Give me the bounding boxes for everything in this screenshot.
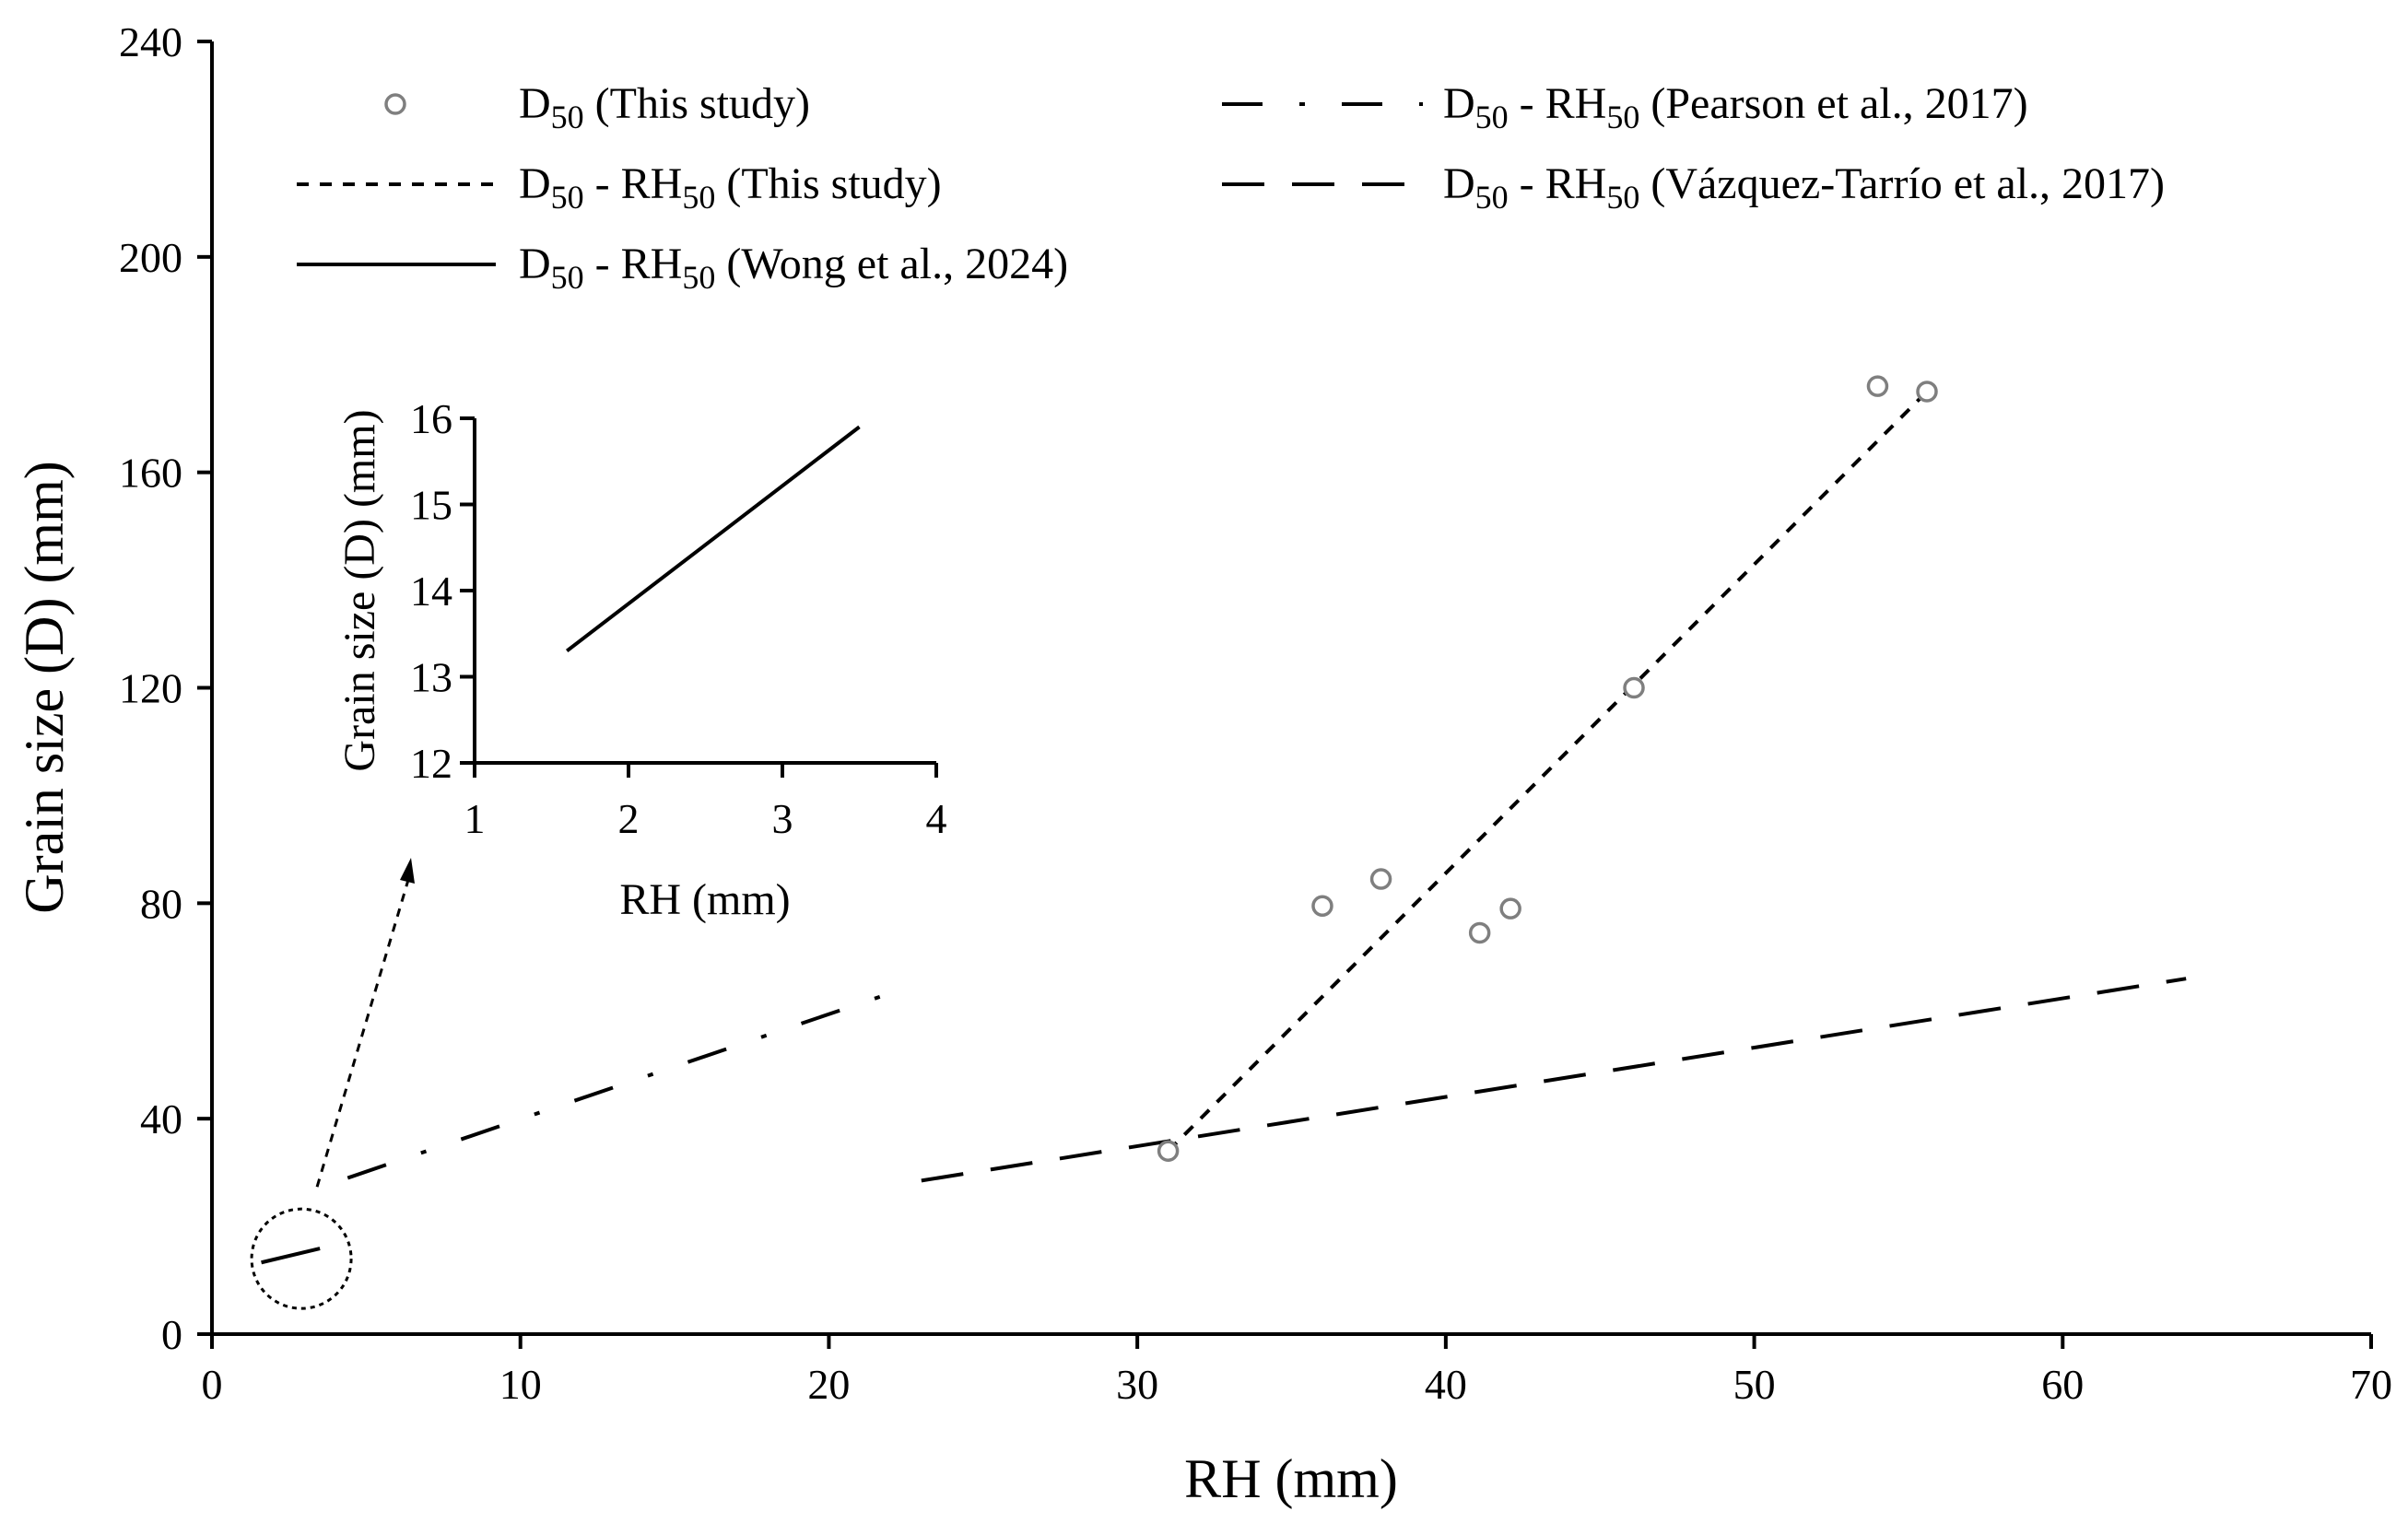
legend-label: D50 - RH50 (Pearson et al., 2017) (1443, 79, 2028, 135)
y-tick-label: 80 (140, 880, 182, 927)
inset-y-ticks: 12 13 14 15 16 (410, 395, 475, 787)
data-point (1369, 868, 1392, 890)
x-tick-label: 70 (2350, 1361, 2392, 1408)
y-ticks: 0 40 80 120 160 200 240 (119, 18, 212, 1358)
legend-label: D50 - RH50 (Vázquez-Tarrío et al., 2017) (1443, 159, 2165, 216)
inset-x-tick-label: 1 (464, 795, 486, 842)
y-tick-label: 240 (119, 18, 182, 65)
series-line-2 (261, 1247, 321, 1265)
legend: D50 (This study) D50 - RH50 (This study) D… (297, 79, 2165, 296)
y-tick-label: 200 (119, 234, 182, 281)
inset-x-tick-label: 3 (772, 795, 793, 842)
inset-y-tick-label: 16 (410, 395, 452, 442)
y-tick-label: 40 (140, 1095, 182, 1142)
x-tick-label: 0 (202, 1361, 223, 1408)
y-axis-title: Grain size (D) (mm) (14, 461, 75, 913)
y-tick-label: 0 (161, 1311, 182, 1358)
data-point (1499, 897, 1521, 920)
data-point (1623, 676, 1645, 699)
x-tick-label: 60 (2041, 1361, 2084, 1408)
legend-marker (384, 93, 406, 115)
series-line-4 (921, 977, 2187, 1183)
legend-label: D50 (This study) (519, 79, 810, 135)
legend-item: D50 - RH50 (This study) (297, 159, 942, 216)
zoom-circle (250, 1207, 353, 1310)
data-point (1157, 1140, 1180, 1162)
inset-y-tick-label: 12 (410, 740, 452, 787)
inset-y-tick-label: 13 (410, 654, 452, 701)
zoom-indicator (250, 858, 415, 1310)
inset-y-tick-label: 14 (410, 568, 452, 615)
x-tick-label: 50 (1733, 1361, 1776, 1408)
inset-x-ticks: 1 2 3 4 (464, 763, 947, 842)
inset-y-axis-title: Grain size (D) (mm) (335, 409, 384, 771)
legend-label: D50 - RH50 (This study) (519, 159, 942, 216)
inset-x-axis-title: RH (mm) (619, 875, 790, 924)
x-ticks: 0 10 20 30 40 50 60 70 (202, 1334, 2392, 1408)
series-line-1 (1167, 390, 1929, 1153)
x-tick-label: 10 (499, 1361, 542, 1408)
data-point (1311, 895, 1333, 918)
x-tick-label: 40 (1425, 1361, 1467, 1408)
data-point (1916, 381, 1938, 403)
series-layer (261, 375, 2187, 1265)
x-tick-label: 30 (1116, 1361, 1158, 1408)
legend-item: D50 - RH50 (Wong et al., 2024) (297, 240, 1068, 296)
legend-item: D50 - RH50 (Pearson et al., 2017) (1222, 79, 2028, 135)
zoom-arrow (315, 879, 410, 1188)
inset-series-line (565, 425, 861, 653)
legend-label: D50 - RH50 (Wong et al., 2024) (519, 240, 1068, 296)
inset-series (565, 425, 861, 653)
x-axis-title: RH (mm) (1184, 1448, 1398, 1509)
y-tick-label: 120 (119, 665, 182, 712)
inset-y-tick-label: 15 (410, 482, 452, 529)
x-tick-label: 20 (807, 1361, 850, 1408)
main-axes: 0 10 20 30 40 50 60 70 0 40 80 120 160 200 240 (119, 18, 2392, 1408)
series-line-3 (347, 990, 895, 1180)
inset-x-tick-label: 4 (926, 795, 947, 842)
legend-item: D50 (This study) (384, 79, 810, 135)
legend-item: D50 - RH50 (Vázquez-Tarrío et al., 2017) (1222, 159, 2165, 216)
data-point (1866, 375, 1889, 397)
data-point (1468, 921, 1491, 944)
inset-x-tick-label: 2 (618, 795, 640, 842)
y-tick-label: 160 (119, 450, 182, 497)
zoom-arrowhead (400, 858, 415, 884)
